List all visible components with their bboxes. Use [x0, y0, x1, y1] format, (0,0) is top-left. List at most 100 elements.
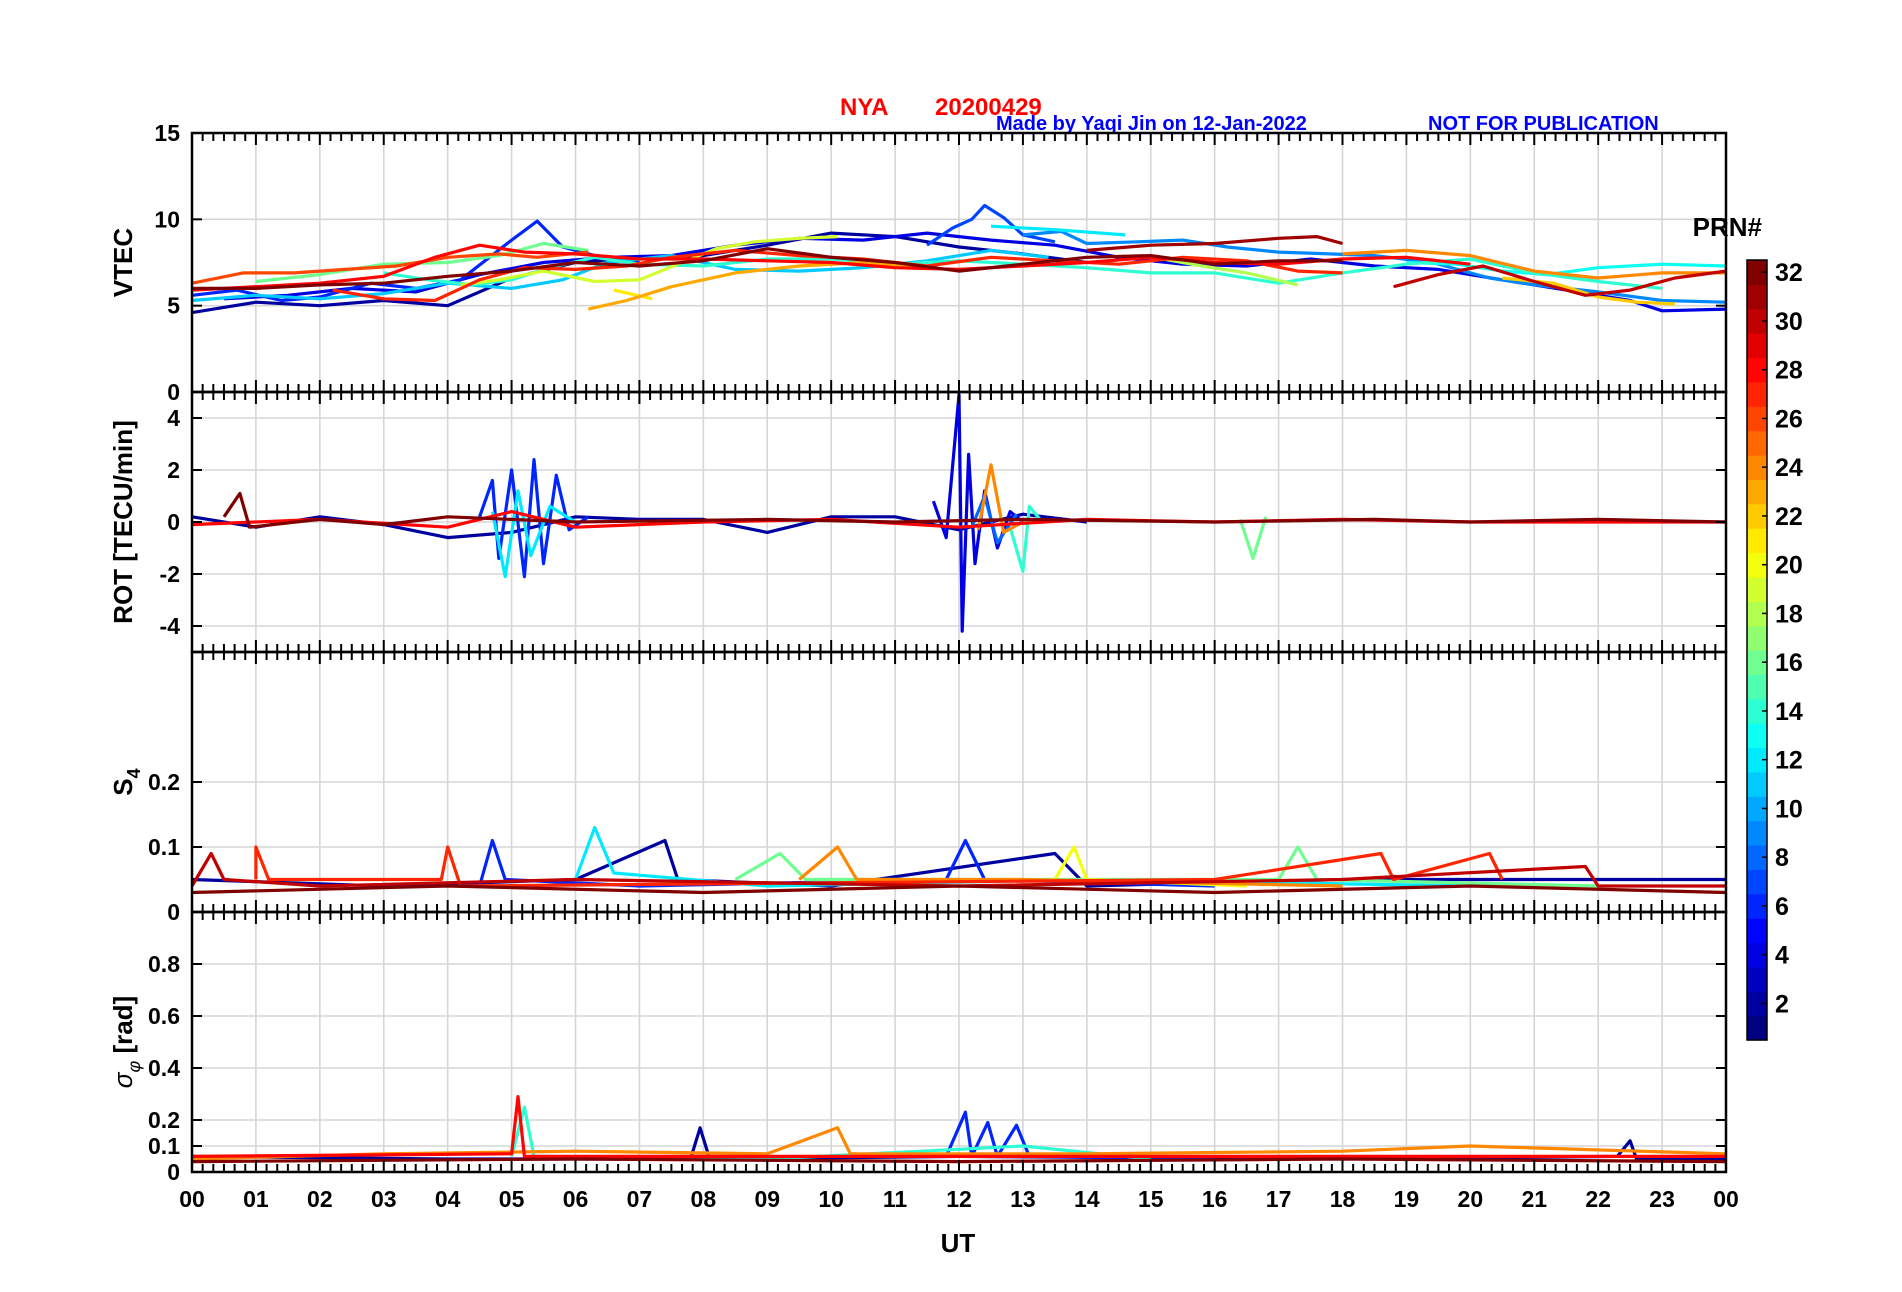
- colorbar-segment: [1747, 308, 1767, 334]
- x-tick-label: 13: [1010, 1186, 1036, 1212]
- series-group: [192, 825, 1726, 895]
- y-tick-label: -2: [160, 561, 180, 587]
- y-tick-label: 0.1: [148, 1133, 180, 1159]
- colorbar-segment: [1747, 918, 1767, 944]
- x-tick-label: 06: [563, 1186, 589, 1212]
- y-tick-label: 0.1: [148, 834, 180, 860]
- x-tick-label: 09: [754, 1186, 780, 1212]
- y-tick-label: 0: [167, 899, 180, 925]
- colorbar-segment: [1747, 1015, 1767, 1041]
- series-line-prn-28: [192, 1094, 1726, 1159]
- series-line-prn-32: [222, 491, 1726, 529]
- y-tick-label: 5: [167, 293, 180, 319]
- series-line-prn-31: [1086, 235, 1343, 252]
- colorbar-tick-label: 16: [1775, 649, 1803, 677]
- colorbar-segment: [1747, 796, 1767, 822]
- x-tick-label: 18: [1330, 1186, 1356, 1212]
- y-tick-label: 0.2: [148, 769, 180, 795]
- colorbar-segment: [1747, 479, 1767, 505]
- series-line-prn-16: [255, 241, 589, 284]
- y-tick-label: 15: [154, 120, 180, 146]
- station-title: NYA: [840, 94, 888, 121]
- y-tick-label: 0.2: [148, 1107, 180, 1133]
- series-line-prn-32: [192, 884, 1726, 895]
- colorbar-segment: [1747, 650, 1767, 675]
- colorbar-tick-label: 18: [1775, 600, 1803, 628]
- panel-s4: 0 0.1 0.2S4: [108, 650, 1728, 925]
- series-group: [192, 203, 1726, 315]
- colorbar-tick-label: 6: [1775, 893, 1789, 921]
- x-tick-label: 02: [307, 1186, 333, 1212]
- x-tick-label: 03: [371, 1186, 397, 1212]
- y-tick-label: -4: [160, 613, 181, 639]
- colorbar-frame: [1746, 259, 1768, 1041]
- colorbar-segment: [1747, 601, 1767, 627]
- series-line-prn-21: [613, 288, 653, 301]
- series-line-prn-12: [490, 489, 577, 579]
- x-tick-label: 20: [1458, 1186, 1484, 1212]
- series-line-prn-19: [460, 235, 838, 287]
- series-line-prn-26: [192, 250, 589, 285]
- colorbar-segment: [1747, 552, 1767, 578]
- x-tick-label: 08: [691, 1186, 717, 1212]
- y-tick-label: 4: [167, 405, 180, 431]
- colorbar-segment: [1747, 284, 1767, 310]
- colorbar-segment: [1747, 503, 1767, 529]
- x-tick-label: 05: [499, 1186, 525, 1212]
- colorbar-tick-label: 28: [1775, 357, 1803, 385]
- y-tick-label: 0: [167, 379, 180, 405]
- colorbar-segment: [1747, 625, 1767, 651]
- series-line-prn-32: [192, 247, 1343, 290]
- colorbar-segment: [1747, 674, 1767, 700]
- x-axis-label: UT: [941, 1228, 976, 1258]
- colorbar-segment: [1747, 576, 1767, 602]
- panel-rot: -4 -2 0 2 4 ROT [TECU/min]: [108, 390, 1728, 654]
- panel-vtec: 0 5 10 15 VTEC: [108, 120, 1728, 405]
- colorbar-segment: [1747, 869, 1767, 895]
- series-line-prn-30: [192, 851, 1726, 888]
- colorbar-segment: [1747, 771, 1767, 797]
- series-line-prn-6: [944, 1110, 1215, 1161]
- colorbar-tick-label: 14: [1775, 698, 1803, 726]
- series-group: [192, 393, 1726, 633]
- x-tick-label: 12: [946, 1186, 972, 1212]
- date-title: 20200429: [935, 94, 1042, 121]
- y-tick-label: 0.6: [148, 1003, 180, 1029]
- y-tick-label: 2: [167, 457, 180, 483]
- colorbar-segment: [1747, 357, 1767, 383]
- colorbar-tick-label: 10: [1775, 795, 1803, 823]
- credit-text: Made by Yaqi Jin on 12-Jan-2022: [996, 113, 1307, 135]
- colorbar-segment: [1747, 747, 1767, 773]
- x-tick-label: 11: [883, 1186, 908, 1212]
- colorbar-segment: [1747, 942, 1767, 968]
- colorbar-segment: [1747, 381, 1767, 407]
- colorbar-segment: [1747, 333, 1767, 359]
- colorbar-segment: [1747, 430, 1767, 456]
- series-line-prn-24: [976, 463, 1024, 535]
- y-tick-label: 0: [167, 1159, 180, 1185]
- y-axis-label-rot: ROT [TECU/min]: [108, 420, 138, 624]
- y-axis-label-sigma_phi: σφ [rad]: [108, 996, 144, 1088]
- x-tick-label: 15: [1138, 1186, 1164, 1212]
- series-line-prn-16: [1238, 516, 1268, 561]
- x-tick-label: 17: [1266, 1186, 1292, 1212]
- x-tick-label: 23: [1649, 1186, 1675, 1212]
- x-tick-label: 07: [627, 1186, 653, 1212]
- y-axis-label-vtec: VTEC: [108, 228, 138, 298]
- colorbar-segment: [1747, 966, 1767, 992]
- y-tick-label: 0.8: [148, 951, 180, 977]
- colorbar-tick-label: 26: [1775, 405, 1803, 433]
- x-tick-label: 10: [818, 1186, 844, 1212]
- x-tick-label: 14: [1074, 1186, 1100, 1212]
- colorbar-segment: [1747, 893, 1767, 919]
- y-tick-label: 0.4: [148, 1055, 180, 1081]
- colorbar-tick-label: 12: [1775, 747, 1803, 775]
- y-axis-label-s4: S4: [108, 768, 144, 795]
- colorbar-tick-label: 22: [1775, 503, 1803, 531]
- colorbar-tick-label: 32: [1775, 259, 1803, 287]
- colorbar-tick-label: 2: [1775, 990, 1789, 1018]
- colorbar-title: PRN#: [1693, 212, 1763, 242]
- x-tick-label: 00: [179, 1186, 205, 1212]
- colorbar-segment: [1747, 845, 1767, 870]
